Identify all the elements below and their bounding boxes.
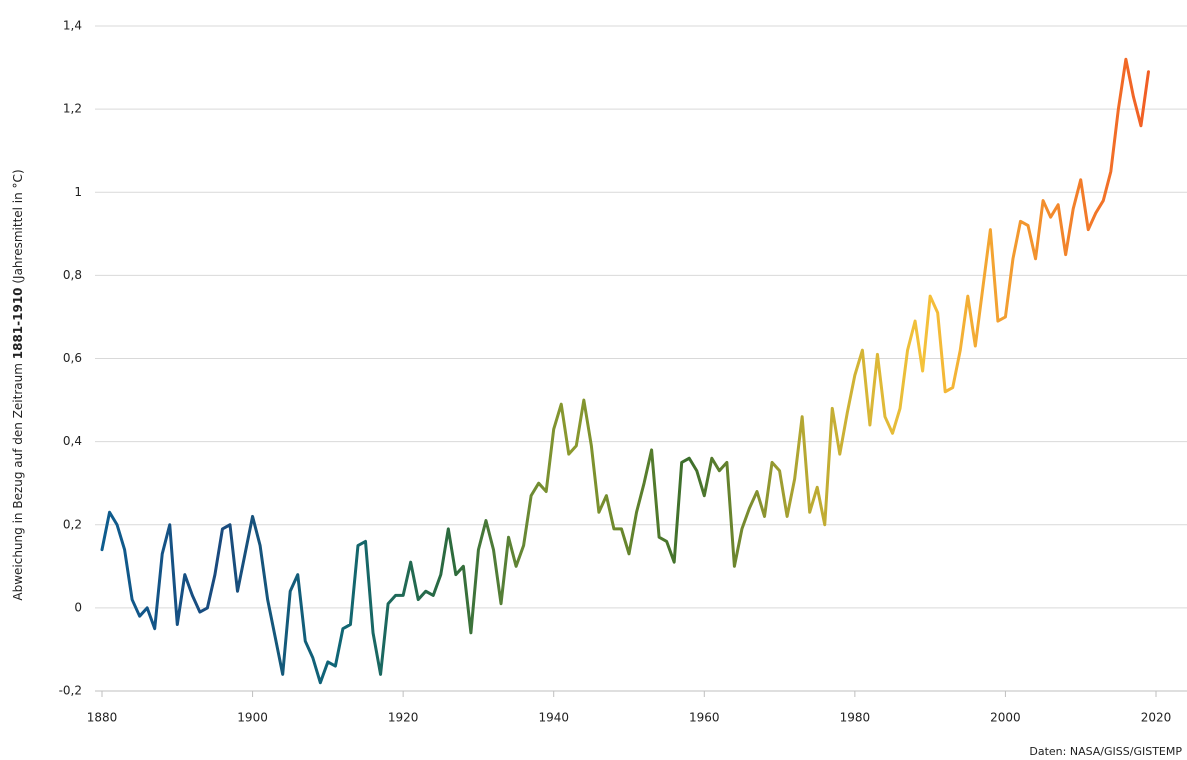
y-tick-label: 1: [74, 185, 82, 199]
y-tick-label: 0,2: [63, 517, 82, 531]
y-axis-label: Abweichung in Bezug auf den Zeitraum 188…: [11, 169, 25, 600]
x-tick-label: 2020: [1141, 711, 1172, 725]
x-tick-label: 1920: [388, 711, 419, 725]
y-tick-label: -0,2: [59, 684, 82, 698]
y-tick-label: 1,2: [63, 102, 82, 116]
y-tick-label: 0,4: [63, 434, 82, 448]
x-tick-label: 1880: [87, 711, 118, 725]
y-label-part: (Jahresmittel in °C): [11, 169, 25, 283]
y-tick-label: 0,6: [63, 351, 82, 365]
data-line: [100, 57, 1150, 685]
y-tick-label: 0,8: [63, 268, 82, 282]
x-tick-label: 1900: [237, 711, 268, 725]
y-label-part: Abweichung in Bezug auf den Zeitraum: [11, 363, 25, 601]
x-tick-label: 2000: [990, 711, 1021, 725]
source: Daten: NASA/GISS/GISTEMP: [1029, 745, 1182, 758]
x-tick-label: 1940: [538, 711, 569, 725]
x-tick-label: 1960: [689, 711, 720, 725]
x-tick-label: 1980: [840, 711, 871, 725]
y-tick-label: 0: [74, 600, 82, 614]
y-tick-label: 1,4: [63, 19, 82, 33]
y-label-part: 1881-1910: [11, 287, 25, 359]
